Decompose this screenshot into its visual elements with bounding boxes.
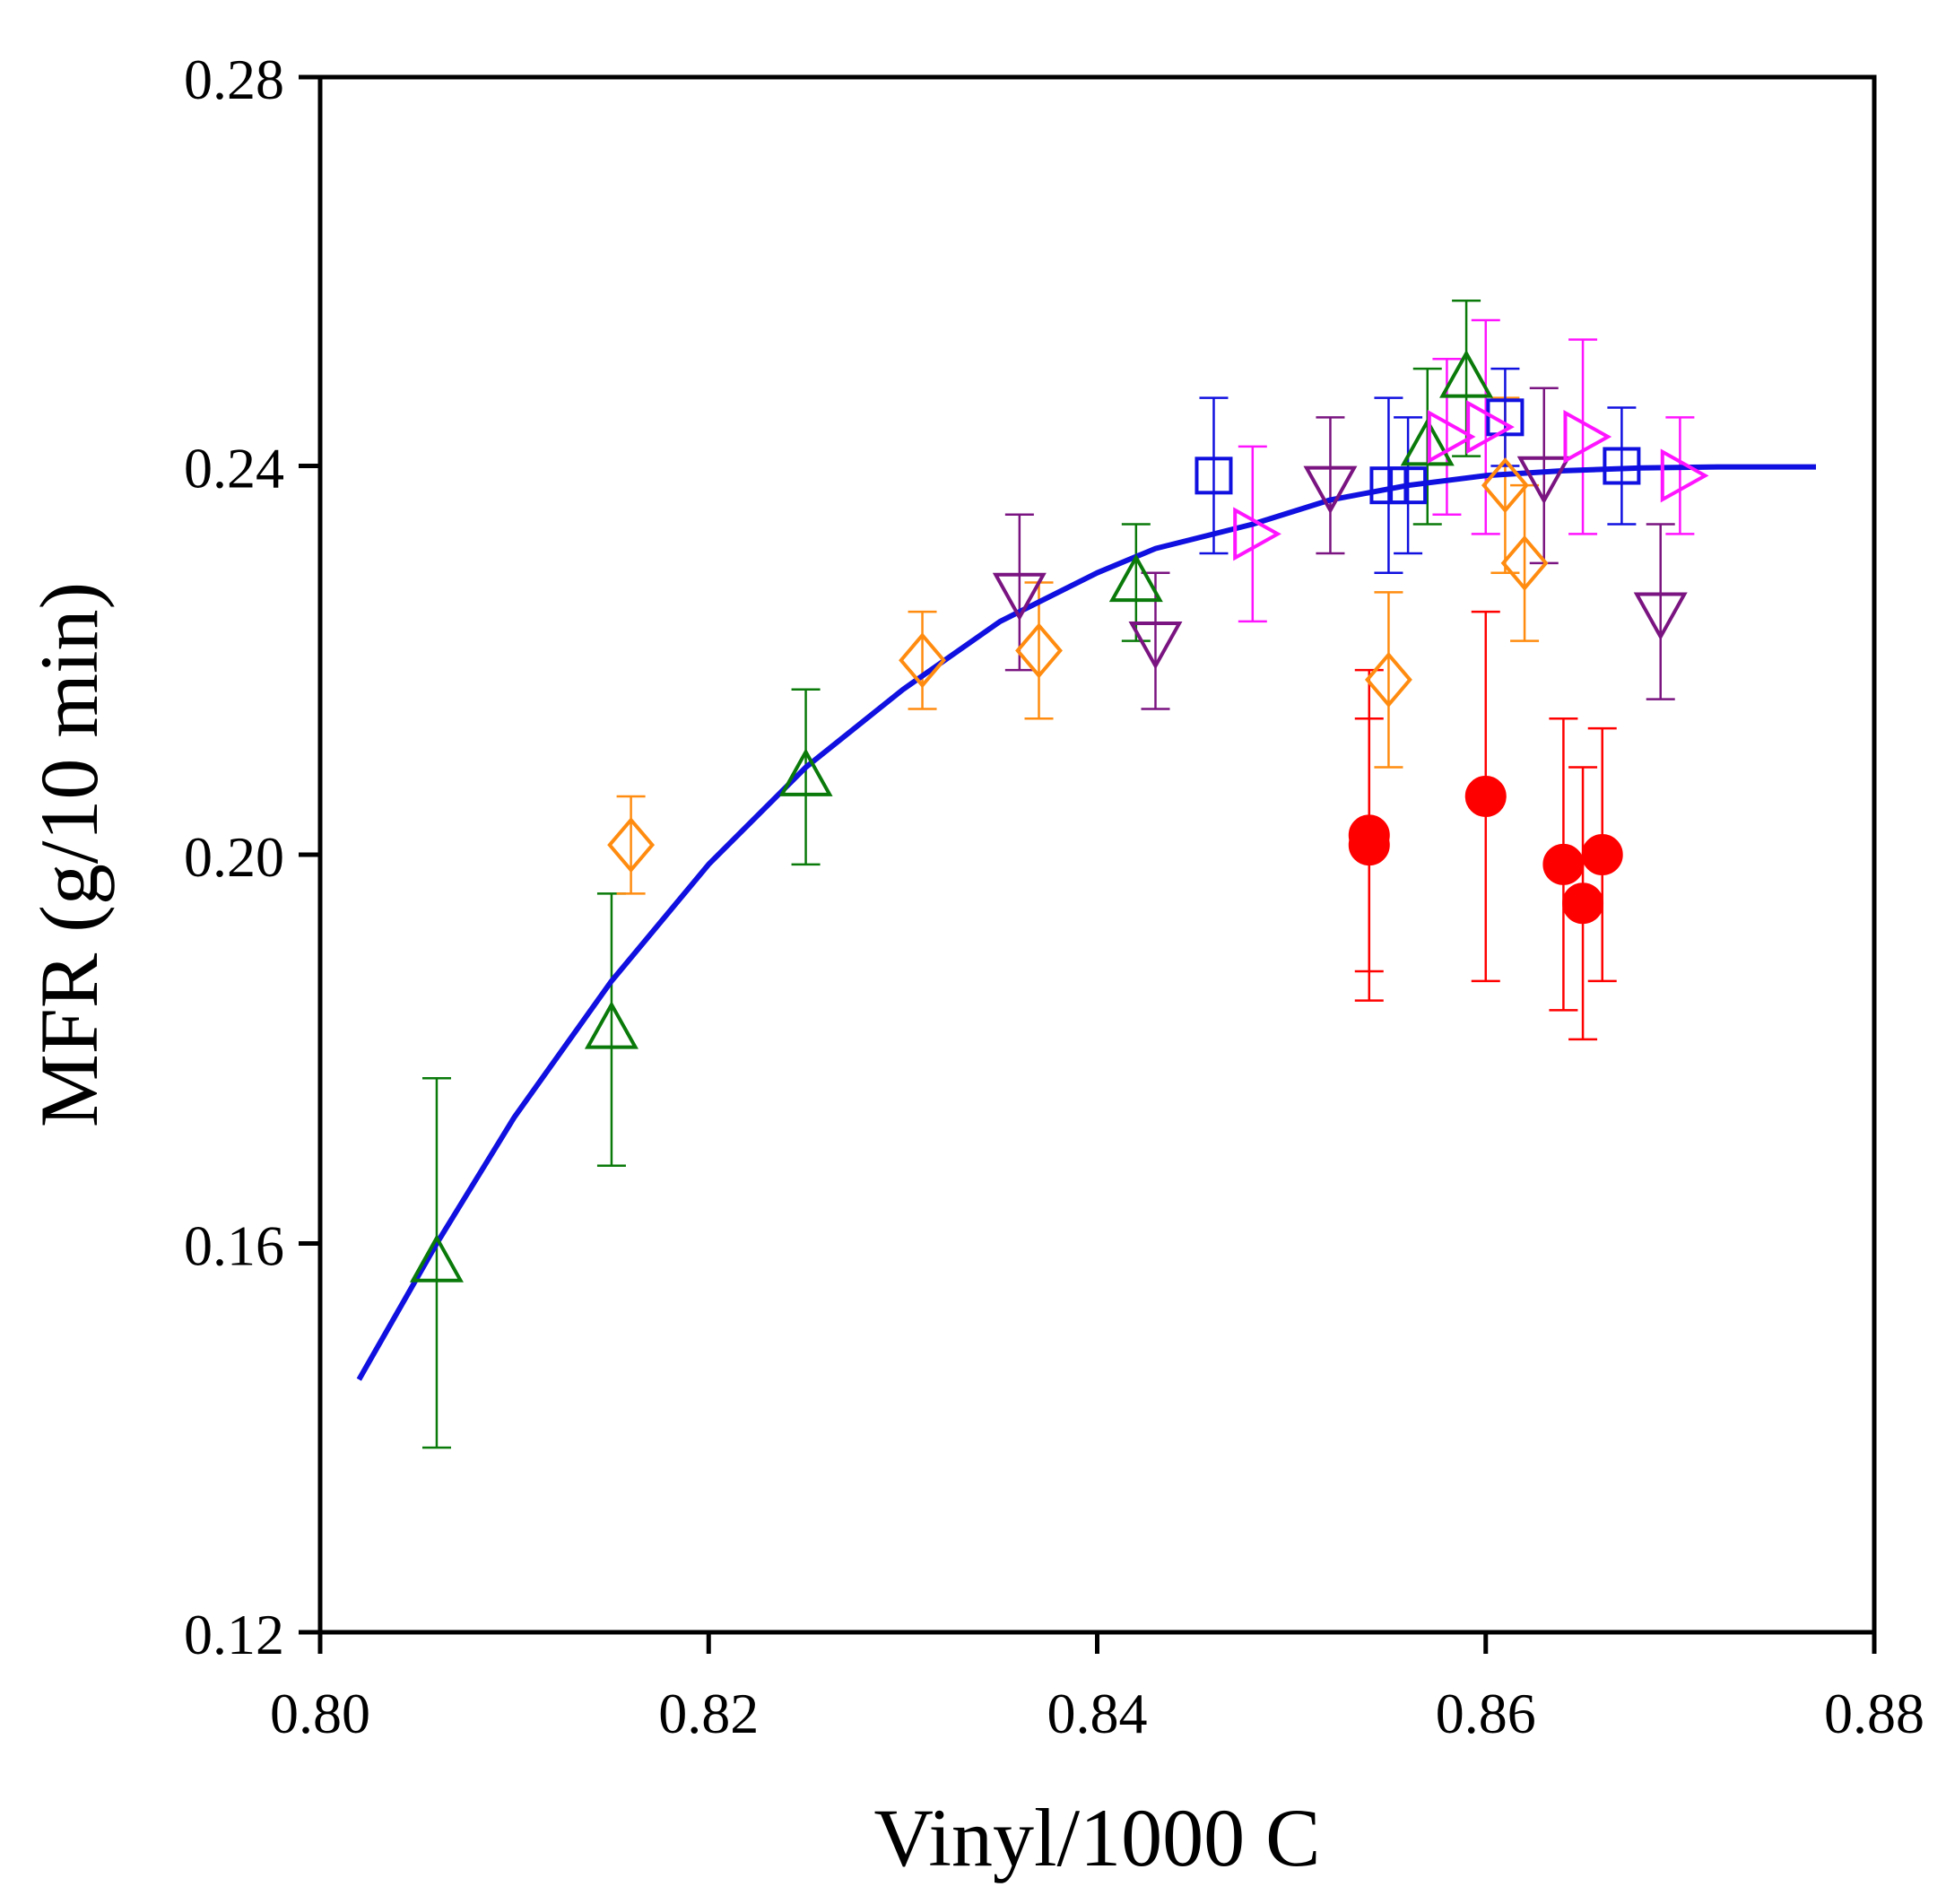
- diamond-marker: [1481, 457, 1529, 514]
- triangle-right-marker: [1563, 409, 1612, 464]
- triangle-up-marker: [1439, 349, 1494, 398]
- triangle-right-marker: [1233, 507, 1281, 561]
- x-axis-title: Vinyl/1000 C: [874, 1792, 1321, 1883]
- diamond-marker: [1365, 651, 1412, 709]
- diamond-marker: [1500, 535, 1549, 591]
- triangle-up-marker: [409, 1234, 464, 1282]
- square-marker: [1389, 466, 1428, 505]
- square-marker: [1486, 398, 1525, 437]
- y-tick-label: 0.12: [184, 1603, 284, 1666]
- x-tick-label: 0.86: [1436, 1682, 1536, 1745]
- x-tick-label: 0.84: [1047, 1682, 1148, 1745]
- y-tick-label: 0.20: [184, 825, 284, 889]
- triangle-down-marker: [992, 572, 1047, 622]
- plot-frame: [317, 74, 1877, 1635]
- square-marker: [1369, 466, 1408, 505]
- diamond-marker: [899, 632, 946, 689]
- triangle-right-marker: [1466, 400, 1515, 455]
- y-tick-label: 0.24: [184, 437, 284, 500]
- axes: 0.80 0.82 0.84 0.86 0.88 0.12 0.16 0.20 0.24 0.28: [184, 48, 1924, 1745]
- x-tick-label: 0.80: [270, 1682, 370, 1745]
- y-tick-label: 0.28: [184, 48, 284, 111]
- diamond-marker: [1015, 622, 1063, 679]
- triangle-up-marker: [584, 1000, 639, 1049]
- triangle-up-marker: [1400, 417, 1455, 466]
- x-tick-label: 0.82: [658, 1682, 759, 1745]
- filled-circle-marker: [1464, 775, 1507, 817]
- diamond-marker: [607, 817, 656, 874]
- square-marker: [1195, 456, 1233, 495]
- triangle-right-marker: [1427, 409, 1476, 464]
- x-tick-label: 0.88: [1824, 1682, 1924, 1745]
- filled-circle-marker: [1542, 843, 1585, 885]
- square-marker: [1603, 447, 1641, 485]
- triangle-up-marker: [1108, 553, 1163, 603]
- fit-curve: [356, 464, 1816, 1381]
- triangle-down-marker: [1633, 592, 1688, 641]
- triangle-down-marker: [1516, 456, 1571, 505]
- y-tick-label: 0.16: [184, 1214, 284, 1278]
- filled-circle-marker: [1562, 882, 1604, 925]
- y-axis-title: MFR (g/10 min): [23, 582, 115, 1127]
- filled-circle-marker: [1348, 824, 1390, 866]
- triangle-right-marker: [1660, 448, 1709, 503]
- plot-area: [356, 300, 1816, 1449]
- triangle-down-marker: [1128, 621, 1183, 670]
- filled-circle-marker: [1581, 834, 1623, 875]
- triangle-up-marker: [778, 748, 833, 796]
- triangle-down-marker: [1303, 465, 1358, 515]
